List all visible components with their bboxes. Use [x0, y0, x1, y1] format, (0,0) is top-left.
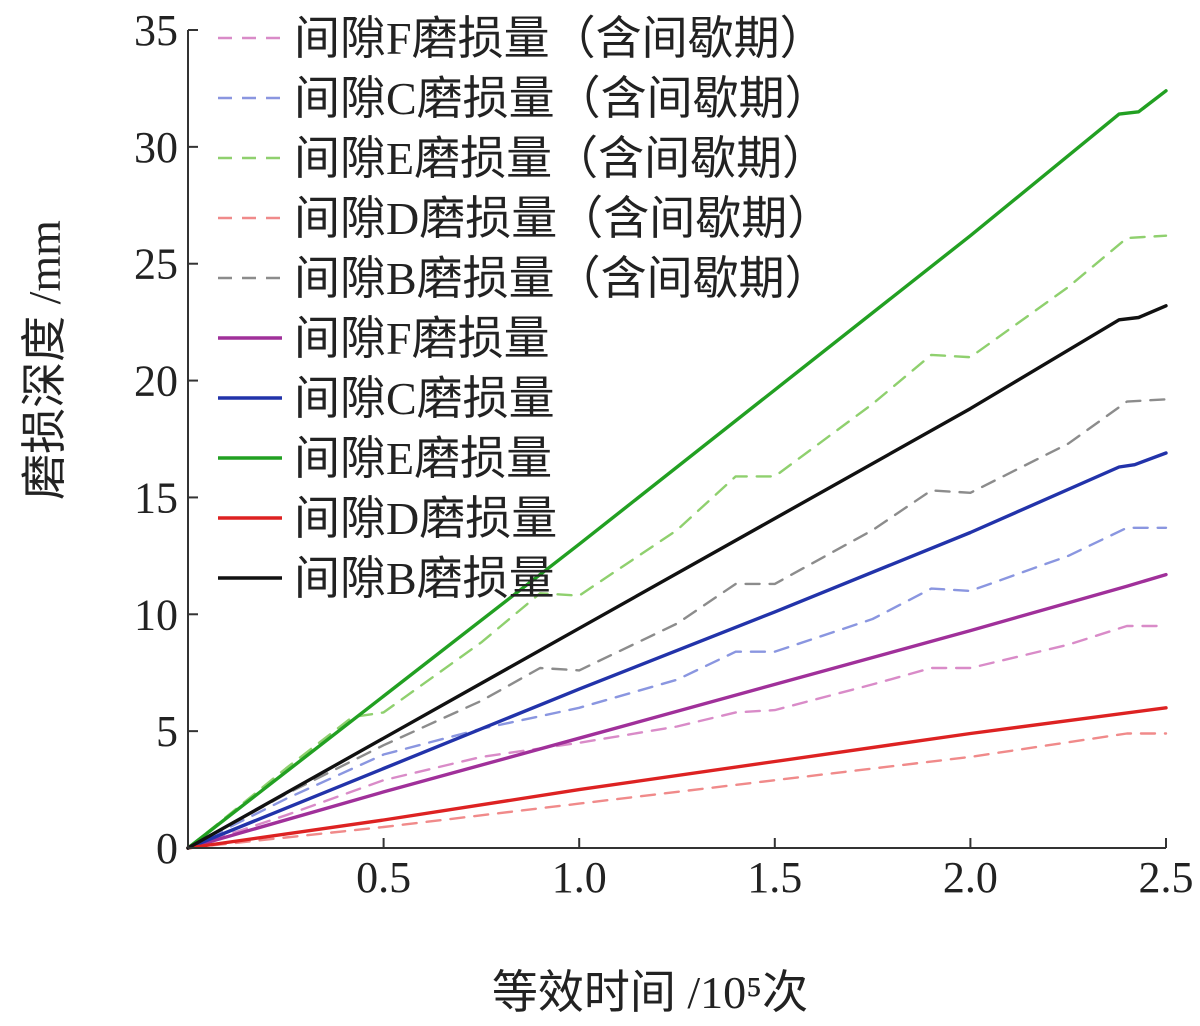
- series-line-3: [186, 732, 1168, 850]
- y-tick-label-5: 25: [134, 240, 178, 289]
- x-tick-label-0: 0.5: [356, 853, 411, 902]
- series-line-1: [186, 526, 1168, 850]
- x-tick-label-1: 1.0: [552, 853, 607, 902]
- legend-label-9: 间隙B磨损量: [294, 553, 555, 604]
- series-line-0: [186, 624, 1168, 850]
- series-line-2: [186, 234, 1168, 850]
- y-tick-label-3: 15: [134, 473, 178, 522]
- x-ticks: 0.5 1.0 1.5 2.0 2.5: [356, 838, 1194, 902]
- legend-item-4: 间隙B磨损量（含间歇期）: [218, 253, 831, 304]
- series-line-4: [186, 398, 1168, 850]
- series-line-9: [186, 304, 1168, 850]
- legend-item-0: 间隙F磨损量（含间歇期）: [218, 13, 826, 64]
- y-axis-title: 磨损深度 /mm: [19, 220, 70, 500]
- legend-item-7: 间隙E磨损量: [218, 433, 552, 484]
- y-tick-label-6: 30: [134, 123, 178, 172]
- legend-label-1: 间隙C磨损量（含间歇期）: [294, 73, 831, 124]
- legend-item-8: 间隙D磨损量: [218, 493, 557, 544]
- series-line-5: [186, 572, 1168, 850]
- plot-lines: [186, 89, 1168, 850]
- series-line-8: [186, 706, 1168, 850]
- legend-label-7: 间隙E磨损量: [294, 433, 552, 484]
- y-tick-label-7: 35: [134, 6, 178, 55]
- y-tick-label-0: 0: [156, 824, 178, 873]
- x-tick-label-4: 2.5: [1139, 853, 1194, 902]
- legend-item-9: 间隙B磨损量: [218, 553, 555, 604]
- legend-label-4: 间隙B磨损量（含间歇期）: [294, 253, 831, 304]
- legend-item-1: 间隙C磨损量（含间歇期）: [218, 73, 831, 124]
- legend-label-0: 间隙F磨损量（含间歇期）: [294, 13, 826, 64]
- series-line-7: [186, 89, 1168, 850]
- legend-item-2: 间隙E磨损量（含间歇期）: [218, 133, 828, 184]
- x-tick-label-2: 1.5: [747, 853, 802, 902]
- legend-item-3: 间隙D磨损量（含间歇期）: [218, 193, 833, 244]
- legend-label-2: 间隙E磨损量（含间歇期）: [294, 133, 828, 184]
- legend-label-8: 间隙D磨损量: [294, 493, 557, 544]
- legend-label-6: 间隙C磨损量: [294, 373, 555, 424]
- series-line-6: [186, 451, 1168, 850]
- x-tick-label-3: 2.0: [943, 853, 998, 902]
- legend: 间隙F磨损量（含间歇期） 间隙C磨损量（含间歇期） 间隙E磨损量（含间歇期） 间隙D磨…: [218, 13, 833, 604]
- legend-label-3: 间隙D磨损量（含间歇期）: [294, 193, 833, 244]
- y-ticks: 0 5 10 15 20 25 30 35: [134, 6, 198, 873]
- legend-item-6: 间隙C磨损量: [218, 373, 555, 424]
- x-axis-title: 等效时间 /10⁵次: [492, 967, 808, 1018]
- y-tick-label-2: 10: [134, 590, 178, 639]
- legend-item-5: 间隙F磨损量: [218, 313, 550, 364]
- y-tick-label-4: 20: [134, 357, 178, 406]
- legend-label-5: 间隙F磨损量: [294, 313, 550, 364]
- y-tick-label-1: 5: [156, 707, 178, 756]
- axes: [187, 30, 1166, 849]
